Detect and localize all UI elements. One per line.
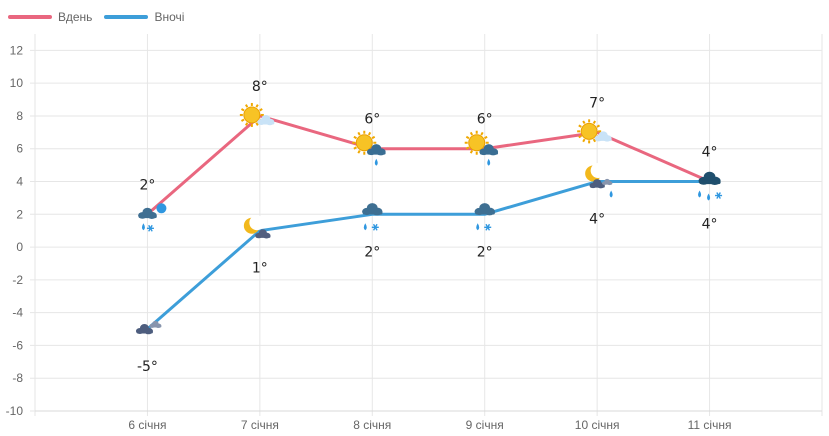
y-axis-ticks: 12 10 8 6 4 2 0 -2 -4 -6 -8 -10 — [6, 43, 24, 418]
day-temp-label: 8° — [252, 79, 268, 95]
x-tick-label: 7 січня — [241, 418, 279, 432]
day-temp-label: 6° — [477, 112, 493, 128]
y-tick-label: 10 — [10, 76, 24, 90]
legend-item-night[interactable]: Вночі — [104, 10, 184, 24]
x-tick-label: 6 січня — [128, 418, 166, 432]
day-series-line — [145, 114, 712, 216]
night-temp-label: 4° — [589, 212, 605, 228]
legend-item-day[interactable]: Вдень — [8, 10, 92, 24]
data-labels: 2° 8° 6° 6° 7° 4° -5° 1° 2° 2° 4° 4° — [137, 79, 718, 375]
x-tick-label: 11 січня — [688, 418, 732, 432]
y-tick-label: 2 — [16, 207, 23, 221]
weather-icons — [135, 102, 723, 335]
legend-swatch-night — [104, 15, 149, 19]
partly-cloudy-day-icon — [577, 119, 612, 144]
y-tick-label: 12 — [10, 43, 24, 57]
y-tick-label: -8 — [12, 371, 23, 385]
partly-cloudy-rain-icon — [464, 130, 499, 166]
y-tick-label: 8 — [16, 109, 23, 123]
x-tick-label: 8 січня — [353, 418, 391, 432]
legend-label-day: Вдень — [58, 10, 93, 24]
night-temp-label: 1° — [252, 261, 268, 277]
cloud-sleet-icon — [474, 203, 495, 231]
night-series-line — [145, 180, 712, 331]
heavy-cloud-sleet-icon — [698, 171, 723, 201]
x-tick-label: 9 січня — [466, 418, 504, 432]
day-temp-label: 4° — [702, 145, 718, 161]
series-lines — [145, 114, 712, 331]
x-axis-ticks: 6 січня 7 січня 8 січня 9 січня 10 січня 11 с… — [128, 418, 731, 432]
day-temp-label: 7° — [589, 95, 605, 111]
day-temp-label: 2° — [139, 177, 155, 193]
cloud-snow-icon — [138, 203, 167, 232]
y-tick-label: 0 — [16, 240, 23, 254]
legend-swatch-day — [8, 15, 52, 19]
day-temp-label: 6° — [364, 112, 380, 128]
partly-cloudy-rain-icon — [352, 130, 386, 166]
legend-label-night: Вночі — [154, 10, 185, 24]
x-tick-label: 10 січня — [575, 418, 620, 432]
night-temp-label: -5° — [137, 359, 158, 375]
partly-cloudy-day-icon — [239, 102, 275, 127]
y-tick-label: 4 — [16, 175, 23, 189]
y-tick-label: -6 — [12, 338, 23, 352]
y-tick-label: -2 — [12, 273, 23, 287]
partly-cloudy-night-icon — [243, 215, 271, 239]
legend: Вдень Вночі — [8, 8, 196, 26]
y-tick-label: -4 — [12, 306, 23, 320]
y-tick-label: 6 — [16, 142, 23, 156]
night-temp-label: 2° — [364, 244, 380, 260]
y-tick-label: -10 — [6, 404, 24, 418]
cloudy-night-icon — [135, 320, 162, 335]
partly-cloudy-night-rain-icon — [585, 163, 613, 198]
cloud-sleet-icon — [362, 203, 383, 231]
night-temp-label: 2° — [477, 244, 493, 260]
night-temp-label: 4° — [702, 217, 718, 233]
